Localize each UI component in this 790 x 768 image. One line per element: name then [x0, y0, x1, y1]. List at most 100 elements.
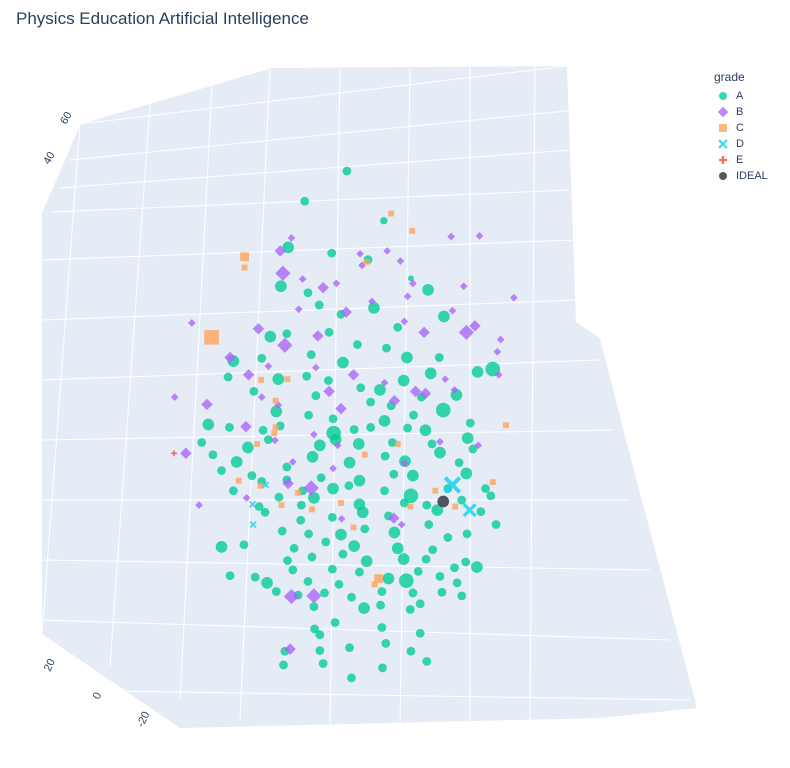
marker-a — [282, 462, 292, 472]
marker-a — [358, 602, 370, 614]
marker-b — [400, 317, 409, 326]
marker-a — [419, 424, 432, 437]
marker-a — [306, 350, 316, 360]
marker-a — [415, 628, 425, 638]
legend-item-ideal[interactable]: IDEAL — [708, 168, 786, 184]
marker-b — [201, 398, 213, 411]
marker-a — [378, 415, 391, 427]
gridline — [79, 65, 568, 125]
marker-a — [302, 371, 312, 381]
marker-b — [400, 459, 409, 468]
marker-a — [476, 507, 486, 516]
marker-a — [360, 524, 370, 534]
marker-a — [315, 630, 325, 640]
legend-item-a[interactable]: A — [708, 88, 786, 104]
legend-item-b[interactable]: B — [708, 104, 786, 120]
marker-a — [438, 310, 450, 323]
marker-a — [306, 451, 319, 463]
marker-a — [296, 515, 306, 525]
marker-b — [340, 306, 352, 318]
marker-a — [307, 552, 317, 562]
marker-a — [460, 467, 473, 480]
marker-a — [230, 456, 243, 468]
marker-b — [277, 337, 293, 353]
legend-item-e[interactable]: E — [708, 152, 786, 168]
marker-a — [318, 659, 328, 668]
marker-a — [407, 275, 414, 282]
legend-label: A — [736, 90, 744, 102]
marker-a — [378, 663, 387, 673]
marker-a — [355, 567, 364, 577]
legend-item-d[interactable]: D — [708, 136, 786, 152]
marker-a — [303, 288, 313, 298]
gridline — [79, 67, 271, 125]
marker-c — [409, 227, 416, 234]
marker-a — [353, 340, 362, 349]
series-a — [197, 166, 501, 683]
marker-b — [180, 447, 192, 459]
marker-b — [271, 436, 279, 445]
marker-a — [407, 469, 419, 482]
marker-a — [330, 618, 340, 627]
marker-b — [294, 305, 303, 314]
tick-left-top-0: 60 — [58, 110, 75, 127]
marker-a — [352, 438, 365, 450]
marker-d — [248, 500, 257, 508]
marker-a — [275, 280, 287, 293]
legend-label: C — [736, 122, 744, 134]
tick-left-top-1: 40 — [41, 150, 58, 167]
marker-b — [496, 335, 505, 344]
marker-b — [436, 437, 444, 446]
circle-marker-icon — [719, 172, 727, 180]
marker-a — [388, 526, 401, 539]
marker-a — [260, 507, 270, 517]
marker-a — [343, 456, 356, 469]
marker-a — [279, 660, 288, 670]
marker-a — [471, 561, 483, 573]
marker-a — [247, 471, 257, 480]
gridline — [179, 85, 213, 701]
marker-a — [360, 555, 373, 568]
legend-label: IDEAL — [736, 170, 768, 182]
marker-a — [437, 587, 447, 597]
marker-a — [263, 435, 273, 444]
marker-b — [447, 232, 456, 241]
marker-c — [338, 500, 344, 506]
marker-b — [409, 385, 422, 398]
series-b — [170, 232, 518, 655]
marker-b — [419, 387, 432, 400]
marker-b — [380, 378, 389, 387]
marker-c — [371, 581, 378, 588]
marker-d — [249, 521, 257, 529]
legend-item-c[interactable]: C — [708, 120, 786, 136]
tick-left-bottom-0: 20 — [42, 657, 58, 673]
circle-icon — [719, 92, 727, 100]
marker-ideal — [437, 495, 450, 508]
marker-a — [408, 588, 418, 598]
gridline — [529, 65, 536, 723]
marker-a — [277, 526, 287, 536]
marker-a — [342, 166, 352, 176]
marker-a — [274, 492, 284, 502]
legend-items: A B C D E IDEAL — [708, 88, 786, 184]
marker-a — [391, 542, 404, 555]
marker-a — [403, 423, 413, 433]
marker-a — [304, 529, 314, 539]
marker-a — [324, 376, 333, 385]
marker-d — [443, 476, 462, 494]
marker-b — [329, 464, 337, 473]
marker-a — [393, 322, 403, 332]
marker-a — [366, 422, 376, 432]
legend-label: D — [736, 138, 744, 150]
marker-b — [287, 234, 296, 242]
marker-b — [242, 494, 251, 502]
marker-a — [254, 502, 264, 511]
marker-b — [195, 501, 203, 509]
marker-b — [335, 402, 347, 415]
gridline — [59, 149, 571, 189]
marker-a — [353, 474, 366, 487]
marker-a — [223, 372, 233, 382]
marker-a — [349, 425, 359, 434]
marker-b — [368, 297, 376, 306]
